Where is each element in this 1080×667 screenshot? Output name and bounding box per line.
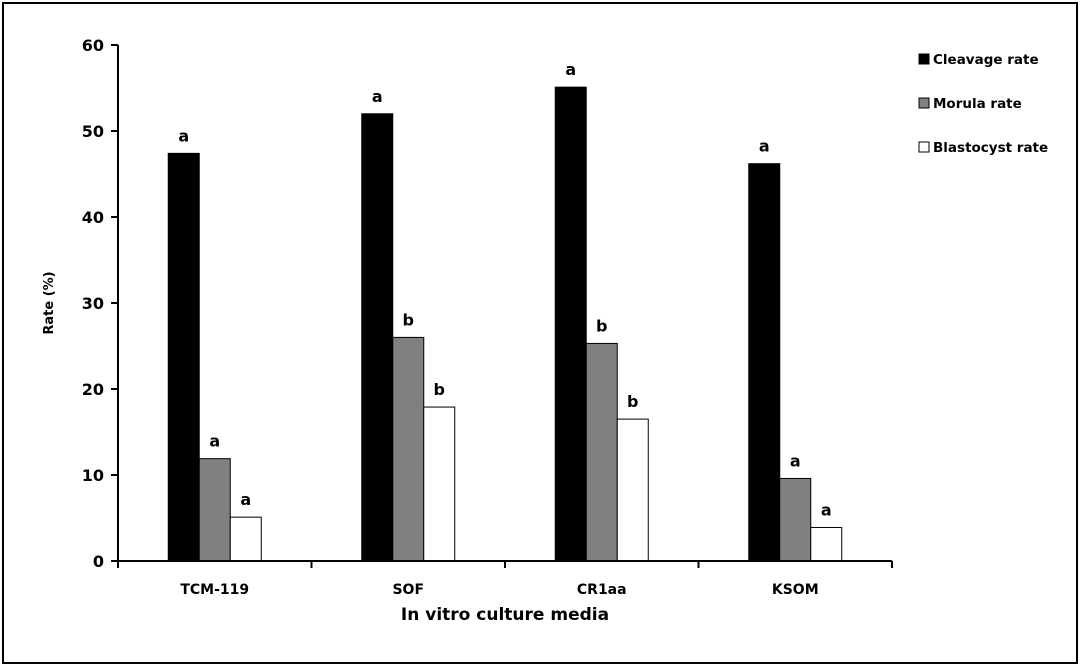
legend-label: Cleavage rate <box>933 52 1039 68</box>
x-tick-label: TCM-119 <box>180 582 249 598</box>
bar-significance-label: a <box>209 432 220 451</box>
bar <box>423 406 456 562</box>
bar-significance-label: a <box>178 126 189 145</box>
y-axis-title: Rate (%) <box>42 271 57 334</box>
bar-significance-label: a <box>565 60 576 79</box>
bar-chart: a a a a b b a b b a a a 0 10 20 30 40 50 60 TCM-119 SOF CR1… <box>42 36 1048 625</box>
legend: Cleavage rate Morula rate Blastocyst rate <box>918 52 1048 156</box>
y-tick-label: 10 <box>82 466 104 485</box>
bar-significance-label: a <box>821 500 832 519</box>
legend-label: Morula rate <box>933 96 1022 112</box>
bar-significance-label: b <box>403 310 414 329</box>
bar <box>229 516 262 562</box>
y-tick-label: 40 <box>82 208 104 227</box>
bar <box>392 336 425 562</box>
bar-significance-label: a <box>759 137 770 156</box>
x-tick-label: SOF <box>392 582 424 598</box>
bar-significance-label: a <box>240 490 251 509</box>
legend-swatch <box>918 141 930 153</box>
bar <box>779 477 812 562</box>
legend-swatch <box>918 53 930 65</box>
y-tick-label: 20 <box>82 380 104 399</box>
legend-label: Blastocyst rate <box>933 140 1048 156</box>
bar-significance-label: b <box>627 392 638 411</box>
legend-swatch <box>918 97 930 109</box>
y-tick-label: 30 <box>82 294 104 313</box>
bar <box>748 163 781 562</box>
bar-significance-label: a <box>790 451 801 470</box>
bar-significance-label: b <box>596 316 607 335</box>
bar-significance-label: a <box>372 87 383 106</box>
y-tick-label: 0 <box>93 552 104 571</box>
bar <box>198 458 231 562</box>
x-axis-title: In vitro culture media <box>401 605 609 625</box>
bar <box>585 342 618 562</box>
x-tick-label: CR1aa <box>577 582 627 598</box>
bar <box>361 113 394 562</box>
bar <box>616 418 649 562</box>
x-tick-label: KSOM <box>772 582 819 598</box>
bar-significance-label: b <box>434 380 445 399</box>
bar <box>167 152 200 562</box>
bar <box>554 86 587 562</box>
bar <box>810 526 843 562</box>
y-tick-label: 50 <box>82 122 104 141</box>
y-tick-label: 60 <box>82 36 104 55</box>
